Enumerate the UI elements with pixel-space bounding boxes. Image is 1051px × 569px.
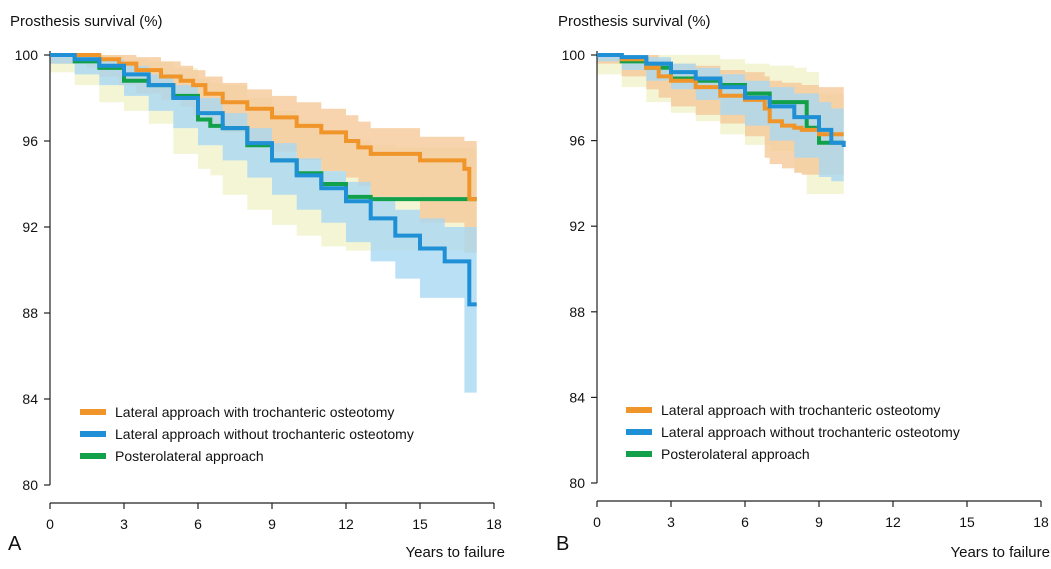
x-tick-label: 18 [486,516,502,532]
legend-label: Lateral approach without trochanteric os… [661,424,960,440]
y-tick-label: 88 [22,305,38,321]
x-tick-label: 0 [46,516,54,532]
panel-A: Prosthesis survival (%) 80 84 88 92 96 100 0 3 6 9… [8,13,505,561]
legend-label: Posterolateral approach [661,446,810,462]
y-tick-label: 100 [562,47,586,63]
y-tick-label: 80 [22,477,38,493]
x-tick-label: 15 [959,514,975,530]
x-tick-label: 12 [338,516,354,532]
legend-label: Lateral approach without trochanteric os… [115,426,414,442]
y-axis-title: Prosthesis survival (%) [558,13,711,30]
x-tick-label: 6 [741,514,749,530]
x-axis-title: Years to failure [405,544,505,561]
legend-label: Lateral approach with trochanteric osteo… [115,404,394,420]
y-tick-label: 92 [22,219,38,235]
x-tick-label: 0 [593,514,601,530]
x-tick-label: 18 [1033,514,1049,530]
y-tick-label: 84 [569,389,585,405]
y-tick-label: 92 [569,218,585,234]
panel-label: A [8,533,22,555]
y-tick-label: 88 [569,304,585,320]
x-tick-label: 3 [120,516,128,532]
panel-B: Prosthesis survival (%) 80 84 88 92 96 100 0 3 6 9… [556,13,1050,561]
survival-line-2 [50,53,477,307]
y-axis-title: Prosthesis survival (%) [10,13,163,30]
survival-line-2 [597,53,846,147]
y-tick-label: 96 [569,133,585,149]
legend-label: Lateral approach with trochanteric osteo… [661,402,940,418]
ci-band-2 [50,55,477,393]
legend-label: Posterolateral approach [115,448,264,464]
survival-line-1 [50,53,477,202]
y-tick-label: 80 [569,475,585,491]
x-tick-label: 6 [194,516,202,532]
y-tick-label: 96 [22,133,38,149]
x-tick-label: 15 [412,516,428,532]
x-tick-label: 9 [268,516,276,532]
x-tick-label: 3 [667,514,675,530]
x-axis-title: Years to failure [950,544,1050,561]
y-tick-label: 100 [15,47,39,63]
panel-label: B [556,533,569,555]
x-tick-label: 9 [815,514,823,530]
x-tick-label: 12 [885,514,901,530]
y-tick-label: 84 [22,391,38,407]
